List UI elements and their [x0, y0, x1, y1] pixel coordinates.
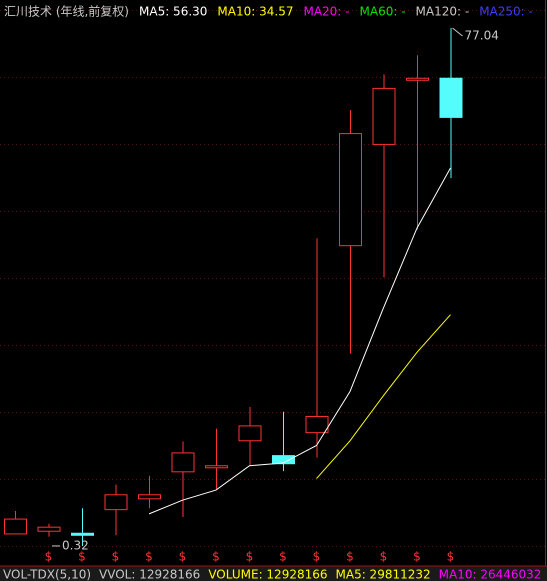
marker: $ [45, 550, 53, 564]
candle-body [4, 518, 27, 535]
ma-line [148, 167, 451, 515]
candle-body [439, 77, 463, 118]
marker: $ [413, 550, 421, 564]
candle-body [305, 415, 329, 434]
candle-body [339, 133, 362, 247]
legend-entry: MA20: - [303, 5, 349, 19]
legend-entry: MA5: 56.30 [139, 5, 207, 19]
ma-line [316, 314, 451, 479]
candle-body [37, 526, 61, 532]
marker: $ [279, 550, 287, 564]
candle-body [71, 532, 94, 536]
annotation: 77.04 [465, 29, 499, 43]
annotation-arrow [452, 27, 463, 37]
legend-entry: MA120: - [416, 5, 470, 19]
candle-body [171, 452, 195, 473]
marker: $ [380, 550, 388, 564]
footer-entry: VOL-TDX(5,10) [3, 568, 91, 581]
legend-entry: MA60: - [360, 5, 406, 19]
marker: $ [179, 550, 187, 564]
candle-body [104, 494, 128, 511]
annotation: 0.32 [62, 538, 89, 552]
footer-entry: MA5: 29811232 [336, 568, 431, 581]
footer-entry: MA10: 26446032 [439, 568, 542, 581]
legend-entry: MA10: 34.57 [217, 5, 293, 19]
marker: $ [246, 550, 254, 564]
marker: $ [112, 550, 120, 564]
footer-entry: VOLUME: 12928166 [208, 568, 327, 581]
footer-bar [0, 566, 547, 581]
marker: $ [346, 550, 354, 564]
marker: $ [447, 550, 455, 564]
candle-body [372, 87, 396, 145]
candle-body [238, 425, 262, 442]
marker: $ [145, 550, 153, 564]
footer-entry: VVOL: 12928166 [99, 568, 200, 581]
legend-entry: 汇川技术 (年线,前复权) [4, 4, 129, 19]
candle-body [406, 77, 429, 81]
marker: $ [313, 550, 321, 564]
candle-body [272, 455, 295, 465]
marker: $ [78, 550, 86, 564]
legend-entry: MA250: - [479, 5, 533, 19]
candle-body [138, 494, 161, 500]
candle-body [205, 465, 228, 469]
marker: $ [212, 550, 220, 564]
